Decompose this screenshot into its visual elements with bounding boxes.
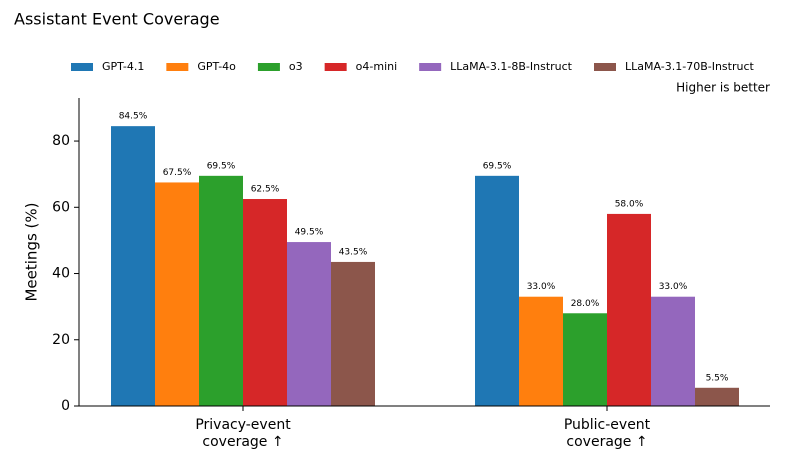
x-tick-label: Privacy-event coverage ↑ (195, 417, 291, 450)
bar (695, 387, 739, 406)
y-tick-label: 80 (52, 133, 70, 149)
value-label: 62.5% (251, 185, 280, 195)
value-label: 28.0% (571, 299, 600, 309)
legend-swatch (71, 63, 93, 71)
value-label: 33.0% (659, 282, 688, 292)
legend-label: GPT-4.1 (102, 60, 144, 73)
legend-swatch (594, 63, 616, 71)
annotation: Higher is better (676, 81, 770, 95)
y-tick-label: 40 (52, 266, 70, 282)
bar (607, 213, 651, 406)
bar (651, 296, 695, 406)
bar (155, 182, 199, 406)
legend-label: LLaMA-3.1-8B-Instruct (450, 60, 573, 73)
bar (563, 313, 607, 406)
y-tick-label: 20 (52, 332, 70, 348)
legend-label: LLaMA-3.1-70B-Instruct (625, 60, 755, 73)
legend-swatch (257, 63, 280, 71)
legend-swatch (419, 63, 442, 71)
bar (331, 261, 375, 406)
bar (475, 175, 519, 406)
y-tick-label: 0 (61, 398, 70, 414)
value-label: 69.5% (207, 161, 236, 171)
legend-swatch (166, 63, 189, 71)
chart-title: Assistant Event Coverage (14, 10, 220, 29)
y-tick-label: 60 (52, 199, 70, 215)
value-label: 43.5% (339, 247, 368, 257)
value-label: 5.5% (706, 373, 729, 383)
value-label: 84.5% (119, 112, 148, 122)
legend-swatch (324, 63, 347, 71)
y-axis-label: Meetings (%) (23, 202, 41, 301)
value-label: 69.5% (483, 161, 512, 171)
value-label: 67.5% (163, 168, 192, 178)
legend-label: o4-mini (356, 60, 398, 73)
bar (111, 126, 155, 406)
legend-label: o3 (289, 60, 303, 73)
bar (519, 296, 563, 406)
value-label: 58.0% (615, 199, 644, 209)
x-tick-label: Public-event coverage ↑ (564, 417, 651, 450)
bar (287, 242, 331, 406)
legend-label: GPT-4o (197, 60, 236, 73)
value-label: 33.0% (527, 282, 556, 292)
bar (243, 199, 287, 406)
value-label: 49.5% (295, 228, 324, 238)
bar (199, 175, 243, 406)
